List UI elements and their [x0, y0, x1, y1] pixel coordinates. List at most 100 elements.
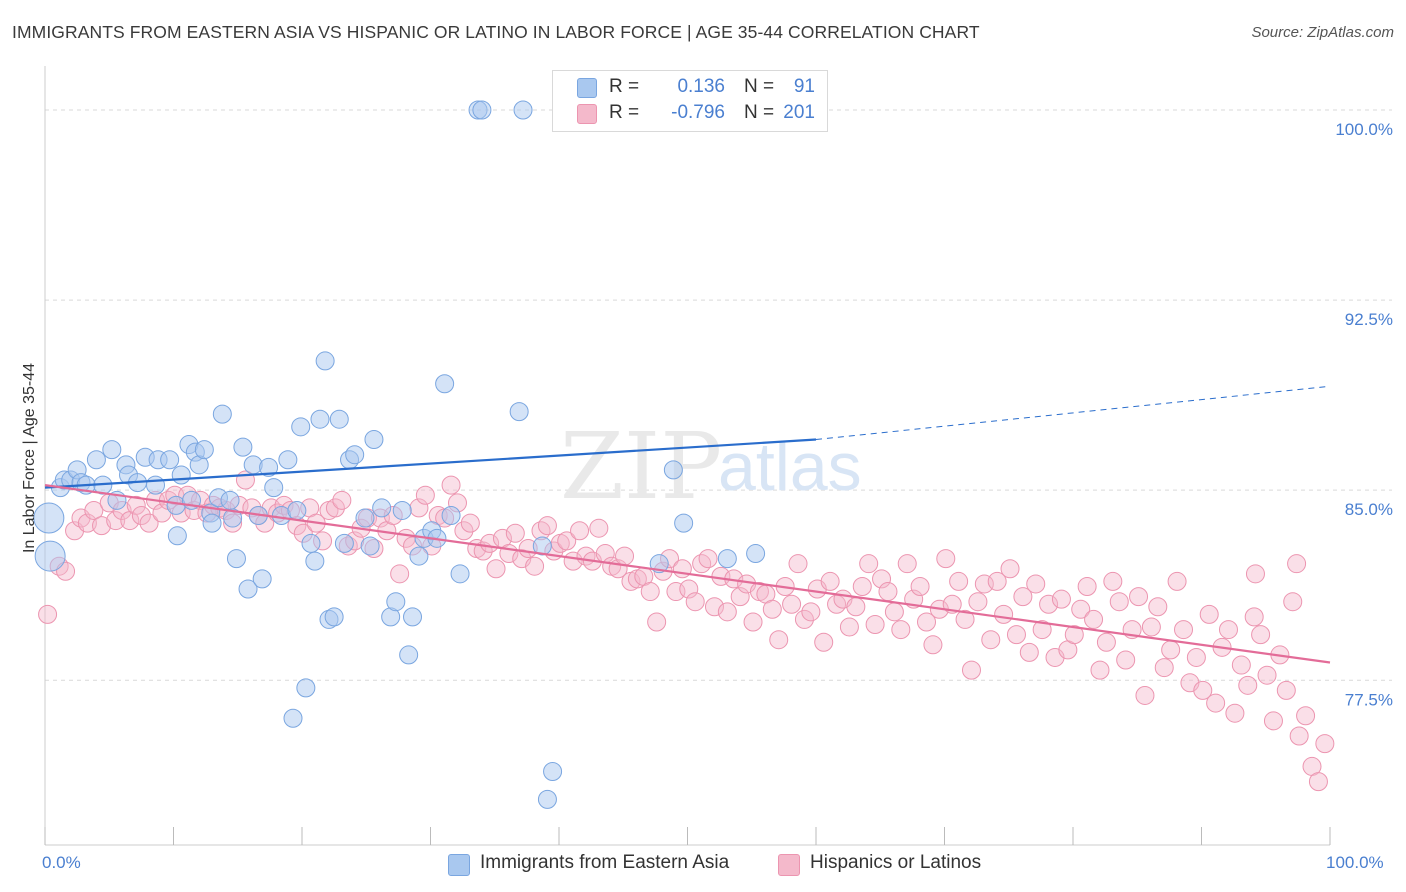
hispanic-point	[1103, 571, 1123, 591]
hispanic-point	[1084, 609, 1104, 629]
eastern-asia-point	[291, 417, 311, 437]
eastern-asia-point	[334, 533, 354, 553]
eastern-asia-point	[226, 549, 246, 569]
legend-item-label: Immigrants from Eastern Asia	[480, 852, 730, 873]
eastern-asia-point	[171, 465, 191, 485]
hispanic-point	[936, 549, 956, 569]
hispanic-point	[139, 513, 159, 533]
series-legend: Immigrants from Eastern Asia Hispanics o…	[0, 852, 1406, 878]
hispanic-point	[698, 549, 718, 569]
legend-r-value: -0.796	[671, 102, 725, 123]
legend-n-value: 201	[783, 102, 815, 123]
eastern-asia-point	[409, 546, 429, 566]
eastern-asia-point	[194, 440, 214, 460]
eastern-asia-point	[102, 440, 122, 460]
hispanic-point	[505, 523, 525, 543]
hispanic-point	[891, 620, 911, 640]
eastern-asia-point	[252, 569, 272, 589]
hispanic-point	[981, 630, 1001, 650]
eastern-asia-point	[301, 533, 321, 553]
hispanic-point	[685, 592, 705, 612]
hispanic-point	[1013, 587, 1033, 607]
hispanic-point	[1245, 564, 1265, 584]
chart-title: IMMIGRANTS FROM EASTERN ASIA VS HISPANIC…	[12, 22, 980, 42]
eastern-asia-point	[441, 506, 461, 526]
legend-n-value: 91	[793, 76, 815, 97]
hispanic-trend-line	[44, 484, 1331, 664]
hispanic-point	[1077, 576, 1097, 596]
legend-swatch-blue	[577, 78, 597, 98]
eastern-asia-point	[399, 645, 419, 665]
hispanic-point	[1225, 703, 1245, 723]
hispanic-point	[640, 582, 660, 602]
hispanic-point	[1096, 632, 1116, 652]
hispanic-point	[92, 516, 112, 536]
x-tick-label-max: 100.0%	[1326, 853, 1384, 872]
hispanic-point	[1287, 554, 1307, 574]
eastern-asia-point	[345, 445, 365, 465]
hispanic-point	[332, 490, 352, 510]
eastern-asia-point	[310, 409, 330, 429]
hispanic-point	[441, 475, 461, 495]
hispanic-point	[872, 569, 892, 589]
hispanic-point	[1218, 620, 1238, 640]
hispanic-point	[325, 498, 345, 518]
eastern-asia-point	[33, 502, 65, 534]
hispanic-point	[1283, 592, 1303, 612]
eastern-asia-point	[392, 500, 412, 520]
hispanic-point	[415, 485, 435, 505]
eastern-asia-point	[329, 409, 349, 429]
hispanic-point	[1289, 726, 1309, 746]
source-label: Source: ZipAtlas.com	[1251, 24, 1394, 41]
hispanic-point	[1154, 658, 1174, 678]
hispanic-point	[923, 635, 943, 655]
y-tick-label: 92.5%	[1345, 310, 1393, 329]
hispanic-point	[570, 521, 590, 541]
trend-lines	[44, 385, 1331, 664]
legend-r-label: R =	[609, 76, 640, 97]
hispanic-point	[1135, 685, 1155, 705]
hispanic-point	[1148, 597, 1168, 617]
legend-n-label: N =	[744, 102, 775, 123]
legend-n-label: N =	[744, 76, 775, 97]
y-tick-labels: 77.5% 85.0% 92.5% 100.0%	[1335, 120, 1393, 709]
hispanic-point	[917, 612, 937, 632]
hispanic-point	[1116, 650, 1136, 670]
eastern-asia-point	[287, 500, 307, 520]
eastern-asia-point	[403, 607, 423, 627]
hispanic-point	[131, 506, 151, 526]
eastern-asia-point	[223, 508, 243, 528]
hispanic-point	[1308, 772, 1328, 792]
hispanic-point	[878, 582, 898, 602]
hispanic-point	[537, 516, 557, 536]
hispanic-point	[961, 660, 981, 680]
eastern-asia-point	[34, 540, 66, 572]
hispanic-point	[949, 571, 969, 591]
hispanic-point	[84, 500, 104, 520]
hispanic-point	[852, 576, 872, 596]
hispanic-point	[820, 571, 840, 591]
eastern-asia-point	[746, 544, 766, 564]
hispanic-point	[1109, 592, 1129, 612]
eastern-asia-point	[450, 564, 470, 584]
hispanic-point	[1026, 574, 1046, 594]
hispanic-point	[1174, 620, 1194, 640]
hispanic-point	[814, 632, 834, 652]
eastern-asia-point	[360, 536, 380, 556]
hispanic-point	[1141, 617, 1161, 637]
eastern-asia-point	[233, 437, 253, 457]
hispanic-point	[968, 592, 988, 612]
x-tick-label-min: 0.0%	[42, 853, 81, 872]
eastern-asia-point	[472, 100, 492, 120]
eastern-asia-point	[86, 450, 106, 470]
hispanic-point	[987, 571, 1007, 591]
hispanic-point	[1032, 620, 1052, 640]
hispanic-point	[1231, 655, 1251, 675]
hispanic-point	[1186, 647, 1206, 667]
eastern-asia-point	[296, 678, 316, 698]
eastern-asia-point	[167, 526, 187, 546]
hispanic-point	[615, 546, 635, 566]
eastern-asia-point	[212, 404, 232, 424]
hispanic-point	[390, 564, 410, 584]
